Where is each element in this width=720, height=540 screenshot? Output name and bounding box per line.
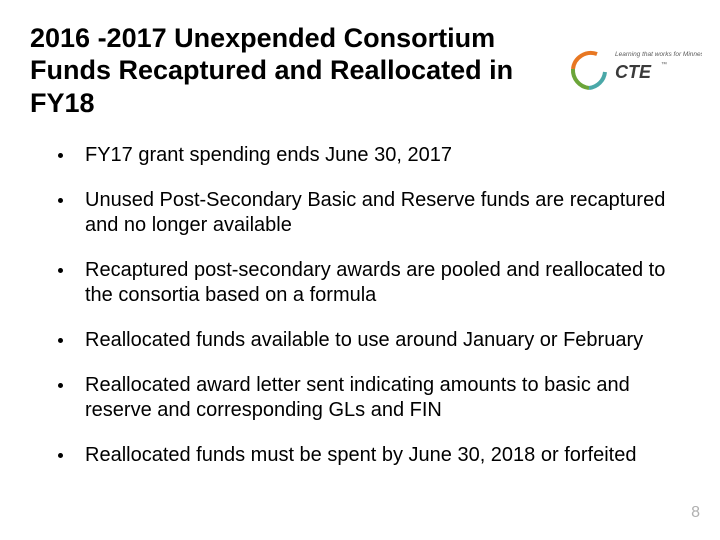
page-number: 8 <box>691 504 700 522</box>
bullet-dot-icon <box>58 268 63 273</box>
bullet-dot-icon <box>58 198 63 203</box>
list-item: Unused Post-Secondary Basic and Reserve … <box>58 188 690 238</box>
bullet-text: Reallocated funds available to use aroun… <box>85 328 690 353</box>
bullet-dot-icon <box>58 153 63 158</box>
slide: 2016 -2017 Unexpended Consortium Funds R… <box>0 0 720 540</box>
bullet-text: Recaptured post-secondary awards are poo… <box>85 258 690 308</box>
bullet-text: Unused Post-Secondary Basic and Reserve … <box>85 188 690 238</box>
list-item: Reallocated funds must be spent by June … <box>58 443 690 468</box>
list-item: Reallocated funds available to use aroun… <box>58 328 690 353</box>
bullet-text: FY17 grant spending ends June 30, 2017 <box>85 143 690 168</box>
bullet-dot-icon <box>58 383 63 388</box>
list-item: Reallocated award letter sent indicating… <box>58 373 690 423</box>
logo-tagline: Learning that works for Minnesota <box>615 51 702 58</box>
logo-acronym: CTE <box>615 62 652 82</box>
list-item: FY17 grant spending ends June 30, 2017 <box>58 143 690 168</box>
bullet-list: FY17 grant spending ends June 30, 2017 U… <box>30 143 690 468</box>
list-item: Recaptured post-secondary awards are poo… <box>58 258 690 308</box>
bullet-text: Reallocated award letter sent indicating… <box>85 373 690 423</box>
page-title: 2016 -2017 Unexpended Consortium Funds R… <box>30 22 560 119</box>
bullet-text: Reallocated funds must be spent by June … <box>85 443 690 468</box>
logo-rings-icon <box>573 53 605 88</box>
cte-logo: Learning that works for Minnesota CTE ™ <box>567 42 702 97</box>
bullet-dot-icon <box>58 453 63 458</box>
bullet-dot-icon <box>58 338 63 343</box>
logo-tm: ™ <box>661 61 667 68</box>
